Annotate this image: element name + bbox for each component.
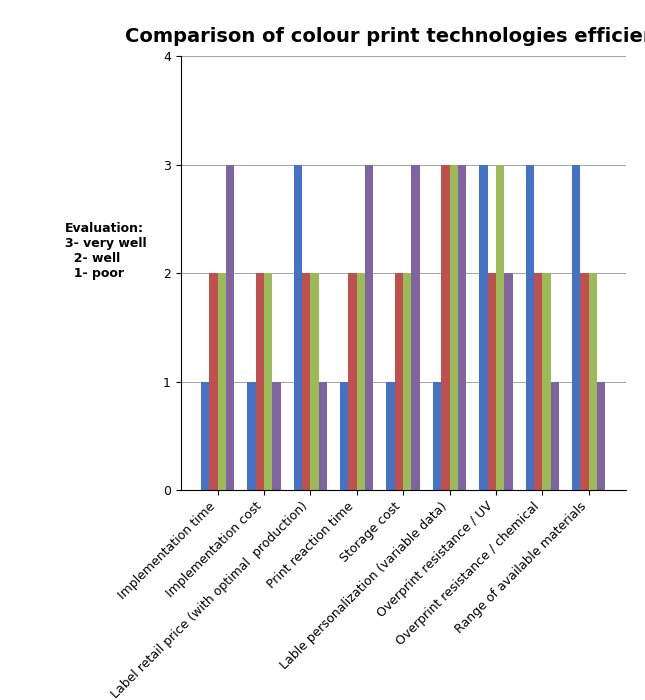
Bar bbox=[542, 273, 551, 490]
Bar bbox=[340, 382, 348, 490]
Bar bbox=[319, 382, 327, 490]
Bar bbox=[551, 382, 559, 490]
Bar bbox=[572, 164, 580, 490]
Bar bbox=[488, 273, 496, 490]
Bar bbox=[450, 164, 458, 490]
Bar bbox=[272, 382, 281, 490]
Bar bbox=[504, 273, 513, 490]
Bar bbox=[293, 164, 302, 490]
Bar bbox=[412, 164, 420, 490]
Bar bbox=[479, 164, 488, 490]
Bar bbox=[302, 273, 310, 490]
Bar bbox=[441, 164, 450, 490]
Bar bbox=[255, 273, 264, 490]
Text: Evaluation:
3- very well
  2- well
  1- poor: Evaluation: 3- very well 2- well 1- poor bbox=[65, 223, 146, 280]
Bar bbox=[458, 164, 466, 490]
Bar bbox=[217, 273, 226, 490]
Bar bbox=[386, 382, 395, 490]
Bar bbox=[365, 164, 373, 490]
Bar bbox=[496, 164, 504, 490]
Bar bbox=[264, 273, 272, 490]
Bar bbox=[589, 273, 597, 490]
Bar bbox=[433, 382, 441, 490]
Bar bbox=[597, 382, 606, 490]
Bar bbox=[395, 273, 403, 490]
Bar bbox=[201, 382, 209, 490]
Bar bbox=[403, 273, 412, 490]
Bar bbox=[348, 273, 357, 490]
Bar bbox=[226, 164, 234, 490]
Bar bbox=[247, 382, 255, 490]
Bar bbox=[310, 273, 319, 490]
Bar bbox=[209, 273, 217, 490]
Bar bbox=[580, 273, 589, 490]
Bar bbox=[526, 164, 534, 490]
Bar bbox=[357, 273, 365, 490]
Bar bbox=[534, 273, 542, 490]
Title: Comparison of colour print technologies efficiency: Comparison of colour print technologies … bbox=[125, 27, 645, 46]
